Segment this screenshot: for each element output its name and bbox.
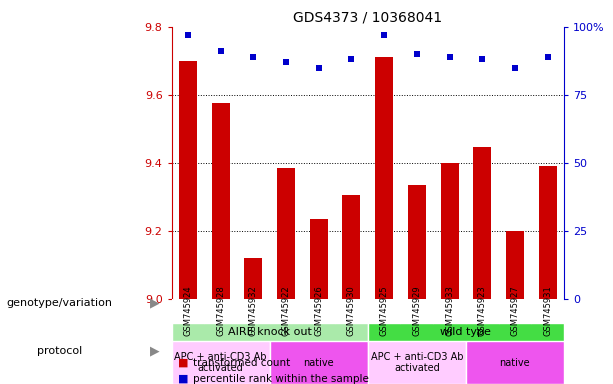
Text: GSM745926: GSM745926 — [314, 286, 323, 336]
Point — [510, 65, 520, 71]
Text: ▶: ▶ — [150, 297, 160, 310]
Bar — [368, 323, 564, 341]
Text: percentile rank within the sample: percentile rank within the sample — [193, 374, 369, 384]
Text: GSM745933: GSM745933 — [445, 286, 454, 336]
Point — [412, 51, 422, 57]
Bar — [343, 195, 360, 299]
Text: transformed count: transformed count — [193, 358, 291, 368]
Point — [543, 54, 552, 60]
Title: GDS4373 / 10368041: GDS4373 / 10368041 — [293, 10, 443, 24]
Text: wild type: wild type — [441, 327, 491, 337]
Bar — [408, 185, 426, 299]
Bar — [277, 168, 295, 299]
Text: GSM745930: GSM745930 — [347, 286, 356, 336]
Text: APC + anti-CD3 Ab
activated: APC + anti-CD3 Ab activated — [175, 352, 267, 374]
Bar — [375, 58, 393, 299]
Text: APC + anti-CD3 Ab
activated: APC + anti-CD3 Ab activated — [371, 352, 463, 374]
Point — [346, 56, 356, 63]
Bar — [172, 341, 270, 384]
Point — [314, 65, 324, 71]
Bar — [441, 163, 459, 299]
Text: GSM745929: GSM745929 — [413, 286, 421, 336]
Text: native: native — [303, 358, 334, 367]
Bar — [310, 219, 328, 299]
Point — [478, 56, 487, 63]
Bar — [539, 166, 557, 299]
Bar — [179, 61, 197, 299]
Bar — [368, 341, 466, 384]
Text: AIRE knock out: AIRE knock out — [228, 327, 311, 337]
Text: protocol: protocol — [37, 346, 82, 356]
Text: genotype/variation: genotype/variation — [6, 298, 112, 308]
Bar — [466, 341, 564, 384]
Bar — [211, 103, 230, 299]
Point — [183, 32, 193, 38]
Text: GSM745927: GSM745927 — [511, 286, 519, 336]
Text: GSM745922: GSM745922 — [281, 286, 291, 336]
Point — [248, 54, 258, 60]
Bar — [172, 323, 368, 341]
Point — [281, 59, 291, 65]
Bar — [270, 341, 368, 384]
Text: GSM745932: GSM745932 — [249, 286, 258, 336]
Point — [216, 48, 226, 55]
Text: ■: ■ — [178, 374, 188, 384]
Text: ■: ■ — [178, 358, 188, 368]
Text: GSM745931: GSM745931 — [543, 286, 552, 336]
Bar — [245, 258, 262, 299]
Text: native: native — [500, 358, 530, 367]
Text: GSM745924: GSM745924 — [183, 286, 192, 336]
Bar — [506, 231, 524, 299]
Text: ▶: ▶ — [150, 345, 160, 358]
Text: GSM745923: GSM745923 — [478, 286, 487, 336]
Bar — [473, 147, 491, 299]
Point — [379, 32, 389, 38]
Text: GSM745928: GSM745928 — [216, 286, 225, 336]
Text: GSM745925: GSM745925 — [379, 286, 389, 336]
Point — [444, 54, 454, 60]
